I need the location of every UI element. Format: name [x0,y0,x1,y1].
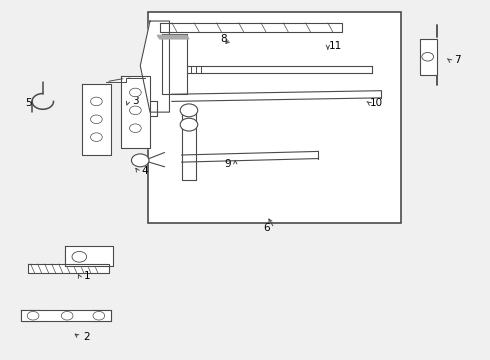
Bar [92,310,111,321]
Polygon shape [121,76,150,148]
Bar [420,39,438,75]
Polygon shape [28,264,109,273]
Text: 1: 1 [83,271,90,282]
Polygon shape [157,35,189,39]
Text: 8: 8 [220,34,226,44]
Polygon shape [182,152,318,162]
Polygon shape [65,246,114,266]
Text: 10: 10 [370,98,383,108]
Text: 4: 4 [142,166,148,176]
Text: 6: 6 [264,223,270,233]
Circle shape [91,133,102,141]
Circle shape [422,53,434,61]
Polygon shape [160,23,343,32]
Circle shape [180,118,198,131]
Text: 2: 2 [83,332,90,342]
Polygon shape [172,91,381,102]
Text: 7: 7 [454,55,460,65]
Bar [21,310,40,321]
Text: 5: 5 [25,98,31,108]
Circle shape [129,88,141,97]
Bar [65,249,94,264]
Polygon shape [140,21,170,112]
Circle shape [129,106,141,114]
Text: 9: 9 [224,159,231,169]
Polygon shape [182,109,196,180]
Circle shape [180,104,198,117]
Text: 11: 11 [328,41,342,51]
Circle shape [93,311,105,320]
Polygon shape [162,33,187,94]
Circle shape [61,311,73,320]
Circle shape [131,154,149,167]
Bar [147,12,401,223]
Polygon shape [21,310,111,321]
Circle shape [27,311,39,320]
Polygon shape [82,84,111,155]
Circle shape [91,115,102,123]
Polygon shape [187,66,372,73]
Circle shape [129,124,141,132]
Text: 3: 3 [132,96,139,107]
Circle shape [72,251,87,262]
Circle shape [91,97,102,106]
